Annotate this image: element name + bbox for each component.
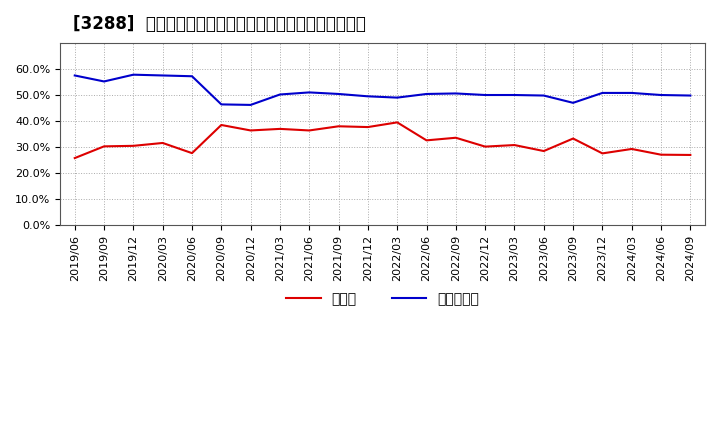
有利子負債	[627, 90, 636, 95]
Legend: 現預金, 有利子負債: 現預金, 有利子負債	[286, 292, 480, 306]
現預金	[100, 144, 109, 149]
現預金	[334, 124, 343, 129]
有利子負債	[686, 93, 695, 98]
現預金	[657, 152, 665, 158]
Line: 有利子負債: 有利子負債	[75, 75, 690, 105]
有利子負債	[158, 73, 167, 78]
有利子負債	[481, 92, 490, 98]
有利子負債	[276, 92, 284, 97]
現預金	[188, 150, 197, 156]
有利子負債	[305, 90, 314, 95]
有利子負債	[71, 73, 79, 78]
現預金	[539, 148, 548, 154]
Line: 現預金: 現預金	[75, 122, 690, 158]
有利子負債	[510, 92, 519, 98]
有利子負債	[188, 73, 197, 79]
現預金	[627, 147, 636, 152]
現預金	[129, 143, 138, 148]
現預金	[422, 138, 431, 143]
有利子負債	[569, 100, 577, 106]
現預金	[158, 140, 167, 146]
有利子負債	[334, 92, 343, 97]
現預金	[364, 125, 372, 130]
現預金	[276, 126, 284, 132]
現預金	[481, 144, 490, 149]
現預金	[686, 152, 695, 158]
Text: [3288]  現預金、有利子負債の総資産に対する比率の推移: [3288] 現預金、有利子負債の総資産に対する比率の推移	[73, 15, 366, 33]
有利子負債	[422, 92, 431, 97]
有利子負債	[539, 93, 548, 98]
有利子負債	[217, 102, 225, 107]
有利子負債	[100, 79, 109, 84]
現預金	[305, 128, 314, 133]
現預金	[451, 135, 460, 140]
現預金	[217, 122, 225, 128]
現預金	[569, 136, 577, 141]
有利子負債	[657, 92, 665, 98]
有利子負債	[129, 72, 138, 77]
有利子負債	[364, 94, 372, 99]
有利子負債	[246, 102, 255, 107]
現預金	[510, 143, 519, 148]
有利子負債	[451, 91, 460, 96]
有利子負債	[393, 95, 402, 100]
有利子負債	[598, 90, 607, 95]
現預金	[393, 120, 402, 125]
現預金	[598, 151, 607, 156]
現預金	[246, 128, 255, 133]
現預金	[71, 155, 79, 161]
